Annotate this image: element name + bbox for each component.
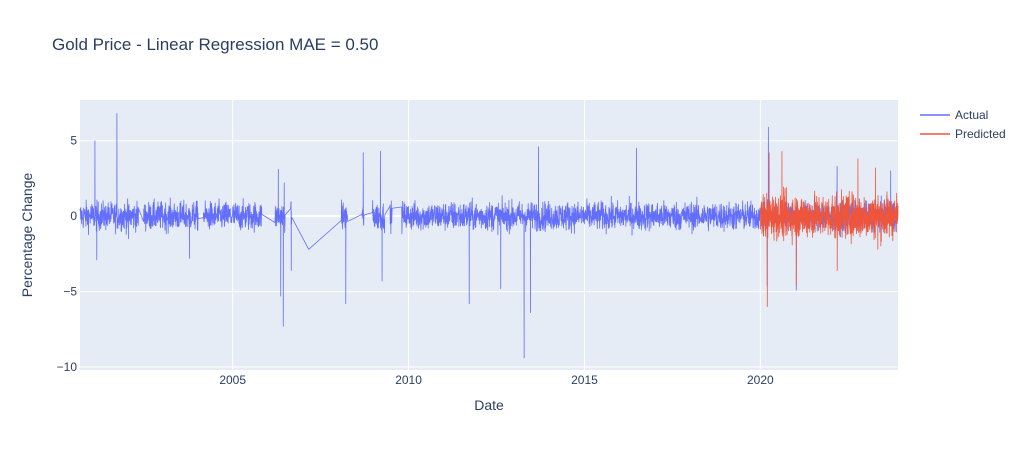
y-tick-label: 5	[70, 134, 77, 148]
x-axis-title: Date	[474, 397, 504, 413]
legend-label-actual: Actual	[955, 108, 988, 122]
x-tick-label: 2015	[571, 373, 598, 387]
y-tick-label: 0	[70, 209, 77, 223]
legend-item-predicted[interactable]: Predicted	[920, 127, 1006, 141]
y-tick-label: −5	[63, 285, 77, 299]
legend-item-actual[interactable]: Actual	[920, 108, 988, 122]
x-tick-label: 2020	[747, 373, 774, 387]
x-tick-label: 2005	[219, 373, 246, 387]
series-layer	[79, 113, 899, 359]
legend-label-predicted: Predicted	[955, 127, 1006, 141]
plot-area[interactable]	[80, 100, 898, 370]
tick-labels: 5 0 −5 −10 2005 2010 2015 2020	[57, 134, 774, 387]
legend: Actual Predicted	[920, 108, 1006, 141]
y-axis-title: Percentage Change	[19, 173, 35, 298]
x-tick-label: 2010	[395, 373, 422, 387]
chart-title: Gold Price - Linear Regression MAE = 0.5…	[52, 35, 378, 54]
y-tick-label: −10	[57, 360, 78, 374]
series-line-predicted[interactable]	[760, 150, 899, 308]
